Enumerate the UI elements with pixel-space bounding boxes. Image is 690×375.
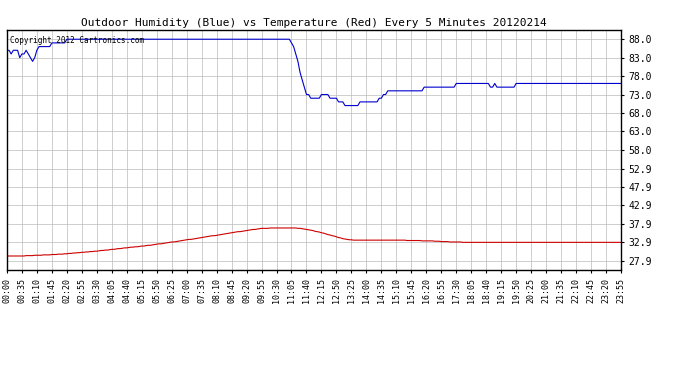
Title: Outdoor Humidity (Blue) vs Temperature (Red) Every 5 Minutes 20120214: Outdoor Humidity (Blue) vs Temperature (… [81,18,547,28]
Text: Copyright 2012 Cartronics.com: Copyright 2012 Cartronics.com [10,36,144,45]
